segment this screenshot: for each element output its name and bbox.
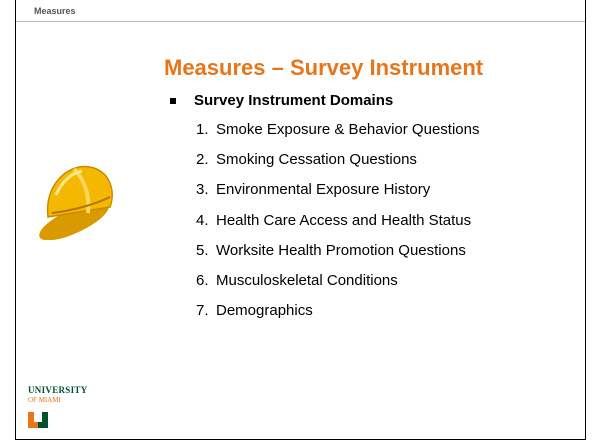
item-number: 1.: [196, 121, 209, 138]
header-label: Measures: [34, 6, 76, 16]
item-number: 7.: [196, 302, 209, 319]
item-number: 6.: [196, 272, 209, 289]
item-number: 5.: [196, 242, 209, 259]
item-text: Smoking Cessation Questions: [216, 151, 417, 168]
item-text: Demographics: [216, 302, 313, 319]
logo-u: [28, 412, 48, 428]
logo-line2: OF MIAMI: [28, 396, 61, 404]
item-number: 2.: [196, 151, 209, 168]
bullet-marker: [170, 98, 176, 104]
bullet-text: Survey Instrument Domains: [194, 92, 393, 109]
item-text: Musculoskeletal Conditions: [216, 272, 398, 289]
header-rule: [16, 21, 585, 22]
item-text: Environmental Exposure History: [216, 181, 430, 198]
slide: Measures Measures – Survey Instrument Su…: [15, 0, 586, 440]
item-text: Worksite Health Promotion Questions: [216, 242, 466, 259]
item-text: Health Care Access and Health Status: [216, 212, 471, 229]
logo-line1: UNIVERSITY: [28, 385, 88, 395]
item-number: 4.: [196, 212, 209, 229]
slide-title: Measures – Survey Instrument: [164, 55, 483, 81]
page: Measures Measures – Survey Instrument Su…: [0, 0, 602, 444]
item-text: Smoke Exposure & Behavior Questions: [216, 121, 479, 138]
hard-hat-icon: [34, 155, 118, 240]
item-number: 3.: [196, 181, 209, 198]
